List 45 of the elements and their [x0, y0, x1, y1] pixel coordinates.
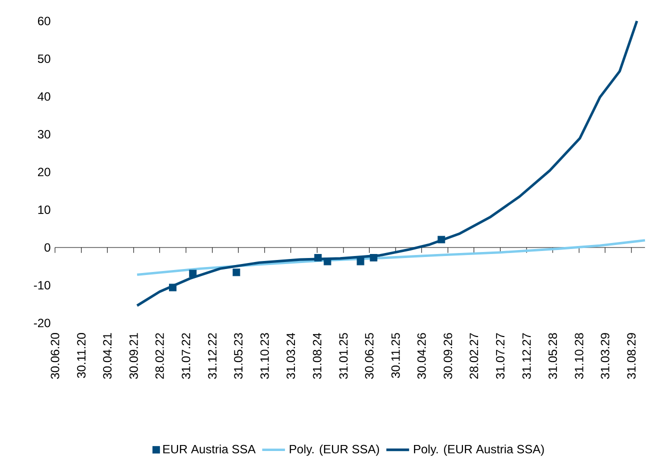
- x-tick-label: 31.08.29: [627, 333, 636, 379]
- x-tick-label: 28.02.22: [155, 333, 164, 379]
- point: [168, 284, 176, 292]
- y-tick-label: -20: [34, 318, 50, 328]
- y-tick-label: 50: [38, 54, 50, 64]
- point: [314, 254, 322, 262]
- point: [356, 258, 364, 266]
- point: [232, 268, 240, 276]
- x-tick-label: 30.09.21: [129, 333, 138, 379]
- x-tick-label: 30.06.25: [365, 333, 374, 379]
- x-tick-label: 31.12.27: [522, 333, 531, 379]
- x-tick-label: 30.11.20: [77, 333, 86, 378]
- y-tick-label: 60: [38, 16, 50, 26]
- point: [324, 258, 332, 266]
- y-tick-label: -10: [34, 280, 50, 290]
- x-tick-label: 31.12.22: [208, 333, 217, 379]
- x-tick-label: 28.02.27: [470, 333, 478, 379]
- x-tick-label: 31.10.23: [260, 333, 269, 379]
- x-tick-label: 31.10.28: [574, 333, 584, 379]
- x-tick-label: 30.06.20: [50, 333, 60, 379]
- x-tick-label: 31.08.24: [312, 332, 322, 379]
- x-tick-label: 30.09.26: [444, 333, 452, 379]
- legend-label: EUR Austria SSA: [163, 444, 256, 454]
- point: [438, 236, 446, 244]
- x-tick-label: 31.07.27: [496, 333, 505, 379]
- y-tick-label: 40: [38, 92, 50, 101]
- y-tick-label: 20: [38, 168, 50, 176]
- legend-label: Poly. (EUR SSA): [290, 444, 379, 456]
- legend-label: Poly. (EUR Austria SSA): [414, 444, 544, 456]
- point: [189, 270, 197, 278]
- line-series: [136, 239, 646, 276]
- line-series: [136, 20, 638, 307]
- x-tick-label: 31.07.22: [182, 333, 190, 379]
- x-tick-label: 31.05.23: [234, 333, 243, 379]
- x-tick-label: 30.04.21: [103, 333, 112, 379]
- x-tick-label: 30.04.26: [417, 333, 426, 379]
- point: [370, 254, 378, 262]
- x-tick-label: 31.01.25: [339, 333, 348, 379]
- y-tick-label: 10: [38, 205, 50, 214]
- y-tick-label: 30: [38, 130, 50, 139]
- x-tick-label: 30.11.25: [391, 333, 400, 378]
- x-tick-label: 31.03.29: [600, 333, 610, 379]
- x-tick-label: 31.03.24: [286, 332, 296, 379]
- y-tick-label: 0: [44, 243, 50, 252]
- x-tick-label: 31.05.28: [548, 333, 558, 379]
